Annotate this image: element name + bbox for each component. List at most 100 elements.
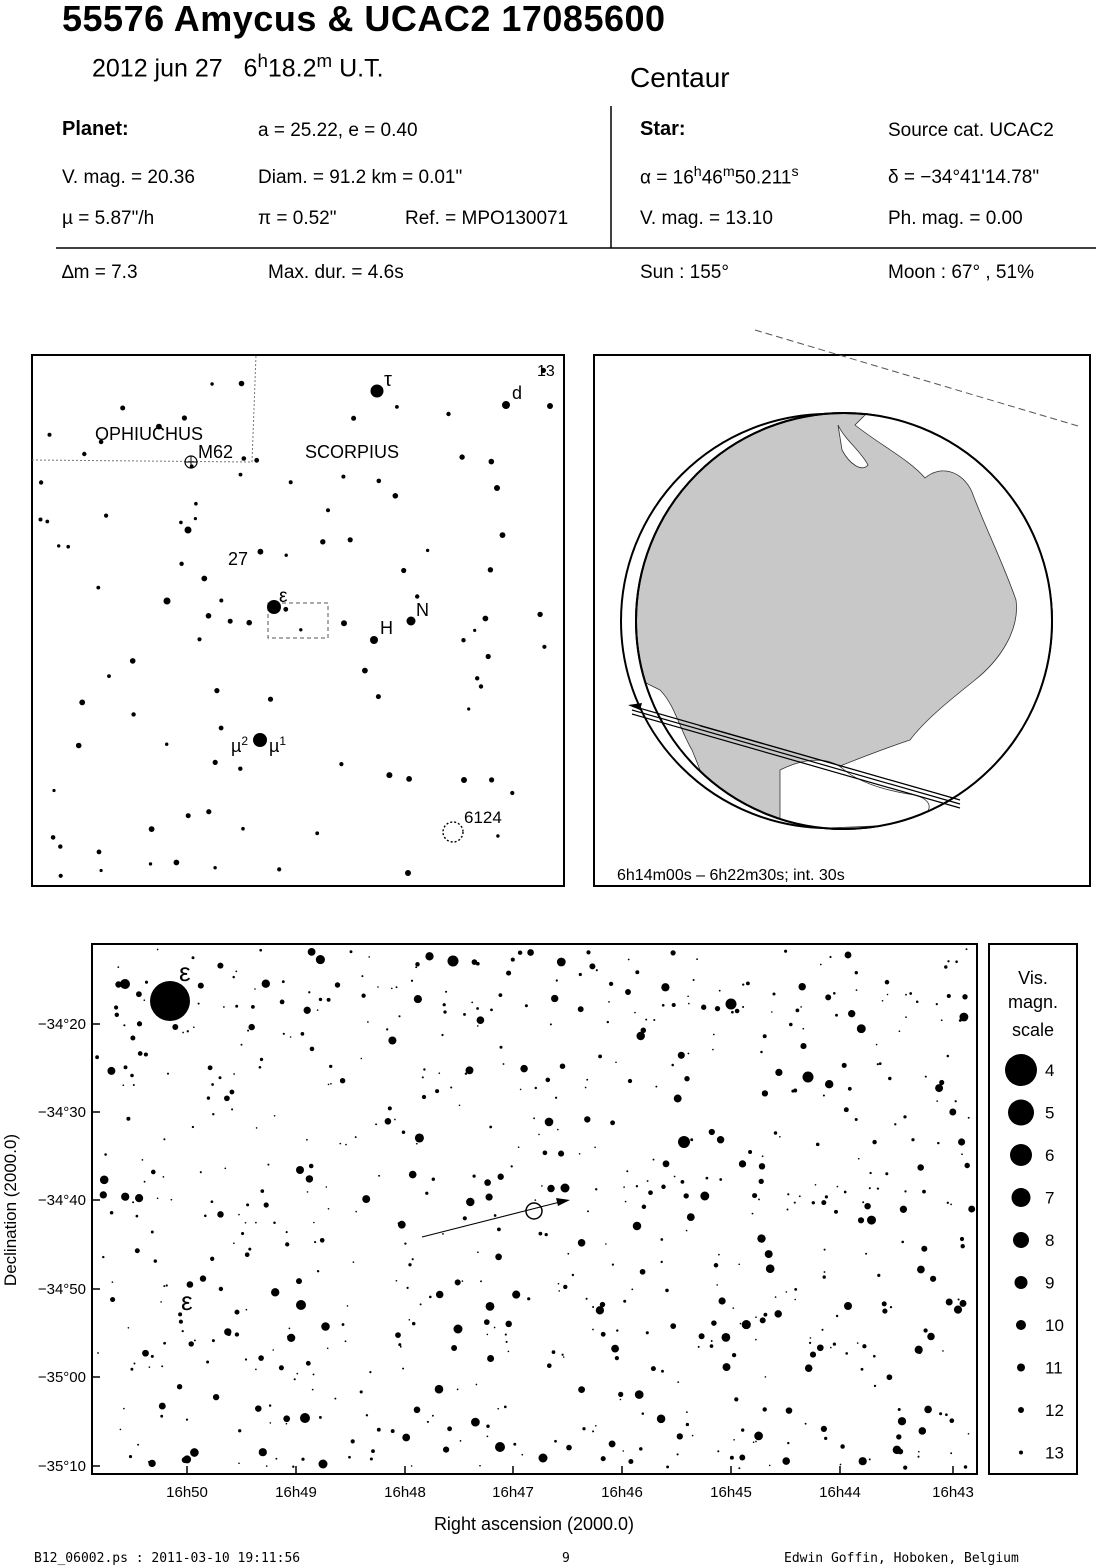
legend-mag-label: 13 (1045, 1444, 1064, 1463)
target-star-icon (525, 1202, 543, 1220)
path-arrow-icon (556, 1198, 570, 1206)
chart-star (341, 1323, 345, 1326)
chart-star (835, 1013, 838, 1017)
scorpius-label: SCORPIUS (305, 442, 399, 462)
chart-star (732, 1307, 735, 1309)
chart-star (354, 1136, 357, 1139)
finder-star (339, 762, 344, 767)
chart-star (758, 1198, 760, 1201)
chart-star (903, 1115, 907, 1119)
chart-star (963, 1465, 968, 1469)
chart-star (718, 1253, 720, 1256)
chart-star (153, 1259, 158, 1263)
chart-star (278, 1365, 284, 1371)
ra-hours: α = 16 (640, 167, 694, 189)
chart-star (595, 1306, 605, 1315)
chart-star (955, 960, 958, 963)
chart-star (538, 1453, 548, 1463)
y-axis-label: Declination (2000.0) (1, 1134, 20, 1286)
finder-star (148, 862, 153, 866)
chart-star (854, 1118, 858, 1121)
chart-star (369, 1371, 372, 1374)
chart-star (161, 1365, 164, 1368)
finder-star (194, 501, 198, 506)
chart-star (414, 1133, 424, 1143)
chart-star (886, 993, 889, 996)
chart-star (881, 1301, 887, 1307)
finder-star (488, 458, 495, 465)
chart-star (608, 981, 614, 987)
chart-star (246, 1203, 250, 1207)
chart-star (758, 1178, 764, 1185)
chart-star (762, 1407, 767, 1412)
finder-star (395, 405, 399, 409)
chart-star (314, 1241, 317, 1244)
chart-star (486, 1333, 489, 1336)
chart-star (909, 992, 913, 995)
chart-star (660, 1238, 664, 1241)
chart-star (123, 1407, 125, 1410)
chart-star (193, 1339, 196, 1342)
chart-star (377, 986, 379, 988)
chart-star (235, 1004, 239, 1008)
chart-star (713, 1263, 719, 1268)
chart-star (352, 1261, 355, 1263)
legend-mag-label: 6 (1045, 1146, 1054, 1165)
chart-star (670, 1323, 677, 1329)
star-chart: ε ε 16h50 16h49 16h48 16h47 16h46 16h45 16h44 1… (1, 943, 1078, 1534)
finder-star (406, 616, 416, 626)
chart-star (755, 1338, 757, 1341)
chart-star (244, 1252, 250, 1258)
chart-star (224, 1095, 230, 1102)
delta-magnitude: ∆m = 7.3 (62, 262, 138, 283)
chart-star (822, 1094, 825, 1097)
planet-reference: Ref. = MPO130071 (405, 208, 569, 229)
chart-star (762, 1034, 767, 1039)
y-tick-label: −34°50 (38, 1281, 86, 1298)
chart-star (634, 1390, 644, 1399)
chart-star (605, 1243, 607, 1245)
chart-star (578, 972, 582, 977)
chart-star (258, 1355, 264, 1361)
finder-star (540, 367, 547, 373)
chart-star (361, 993, 366, 998)
chart-star (958, 1138, 966, 1146)
chart-star (463, 1012, 466, 1016)
finder-star (206, 809, 212, 815)
chart-star (834, 1209, 838, 1214)
chart-star (464, 1072, 468, 1075)
chart-star (711, 1320, 717, 1326)
chart-star (600, 1456, 606, 1462)
chart-star (178, 1312, 183, 1317)
chart-star (789, 1022, 793, 1027)
star-vmag: V. mag. = 13.10 (640, 208, 773, 229)
chart-star (661, 983, 670, 992)
chart-star (759, 1317, 766, 1324)
chart-star (809, 1337, 812, 1339)
star-phmag: Ph. mag. = 0.00 (888, 208, 1023, 229)
chart-star (415, 962, 420, 967)
chart-star (207, 1065, 213, 1071)
legend-dot (1017, 1363, 1025, 1372)
chart-star (554, 1439, 557, 1443)
chart-star (698, 1333, 705, 1340)
chart-star (305, 1175, 314, 1183)
chart-star (614, 1356, 620, 1361)
chart-star (560, 1183, 570, 1193)
chart-star (442, 1233, 444, 1235)
x-tick-label: 16h46 (601, 1484, 643, 1501)
tau-label: τ (384, 369, 392, 391)
chart-star (554, 1096, 558, 1099)
chart-star (627, 1078, 633, 1084)
chart-star (330, 1082, 332, 1085)
chart-star (361, 975, 364, 978)
star-heading: Star: (640, 118, 686, 140)
y-tick-label: −34°30 (38, 1104, 86, 1121)
chart-star (185, 1418, 189, 1421)
chart-star (493, 1326, 496, 1329)
chart-star (752, 1193, 758, 1199)
chart-star (204, 1214, 207, 1218)
legend-items: 4 5 6 7 8 9 10 11 12 13 (1005, 1054, 1064, 1463)
chart-star (716, 1284, 718, 1286)
mu1-label: µ1 (269, 734, 286, 756)
